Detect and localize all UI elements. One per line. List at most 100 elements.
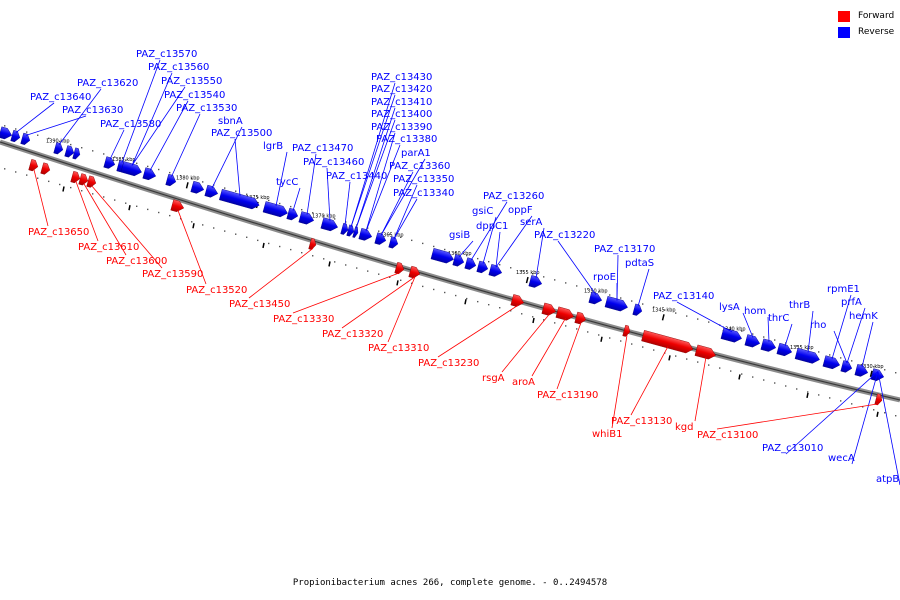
- reverse-gene-label[interactable]: PAZ_c13470: [292, 143, 353, 154]
- forward-gene-label[interactable]: whiB1: [592, 429, 623, 440]
- reverse-gene-label[interactable]: PAZ_c13440: [326, 171, 387, 182]
- reverse-gene-label[interactable]: rho: [810, 320, 826, 331]
- reverse-feature[interactable]: [64, 145, 76, 159]
- reverse-gene-label[interactable]: PAZ_c13380: [376, 134, 437, 145]
- reverse-feature[interactable]: [822, 355, 841, 371]
- reverse-gene-label[interactable]: PAZ_c13010: [762, 443, 823, 454]
- forward-feature[interactable]: [510, 294, 525, 308]
- forward-feature[interactable]: [555, 306, 575, 322]
- reverse-gene-label[interactable]: thrB: [789, 300, 810, 311]
- forward-gene-label[interactable]: PAZ_c13100: [697, 430, 758, 441]
- reverse-gene-label[interactable]: PAZ_c13620: [77, 78, 138, 89]
- forward-gene-label[interactable]: PAZ_c13450: [229, 299, 290, 310]
- reverse-gene-label[interactable]: oppF: [508, 205, 533, 216]
- reverse-feature[interactable]: [870, 368, 885, 383]
- reverse-gene-label[interactable]: PAZ_c13550: [161, 76, 222, 87]
- reverse-gene-label[interactable]: atpB: [876, 474, 899, 485]
- forward-gene-label[interactable]: PAZ_c13610: [78, 242, 139, 253]
- forward-gene-label[interactable]: PAZ_c13590: [142, 269, 203, 280]
- reverse-feature[interactable]: [262, 201, 289, 218]
- reverse-feature[interactable]: [72, 147, 82, 160]
- reverse-gene-label[interactable]: PAZ_c13350: [393, 174, 454, 185]
- reverse-gene-label[interactable]: PAZ_c13630: [62, 105, 123, 116]
- reverse-gene-label[interactable]: lgrB: [263, 141, 283, 152]
- reverse-feature[interactable]: [720, 327, 743, 344]
- forward-gene-label[interactable]: PAZ_c13330: [273, 314, 334, 325]
- reverse-gene-label[interactable]: PAZ_c13410: [371, 97, 432, 108]
- forward-gene-label[interactable]: PAZ_c13520: [186, 285, 247, 296]
- reverse-gene-label[interactable]: PAZ_c13570: [136, 49, 197, 60]
- reverse-feature[interactable]: [346, 224, 356, 237]
- forward-gene-label[interactable]: PAZ_c13600: [106, 256, 167, 267]
- reverse-gene-label[interactable]: PAZ_c13430: [371, 72, 432, 83]
- reverse-feature[interactable]: [452, 254, 466, 267]
- reverse-gene-label[interactable]: lysA: [719, 302, 740, 313]
- reverse-gene-label[interactable]: gsiB: [449, 230, 470, 241]
- reverse-gene-label[interactable]: PAZ_c13530: [176, 103, 237, 114]
- forward-gene-label[interactable]: PAZ_c13190: [537, 390, 598, 401]
- reverse-gene-label[interactable]: PAZ_c13580: [100, 119, 161, 130]
- reverse-feature[interactable]: [588, 291, 603, 306]
- reverse-feature[interactable]: [744, 334, 761, 348]
- forward-feature[interactable]: [394, 261, 406, 275]
- reverse-feature[interactable]: [760, 338, 777, 353]
- reverse-gene-label[interactable]: gsiC: [472, 206, 493, 217]
- reverse-gene-label[interactable]: sbnA: [218, 116, 243, 127]
- reverse-feature[interactable]: [190, 180, 206, 195]
- forward-feature[interactable]: [28, 159, 40, 172]
- reverse-gene-label[interactable]: PAZ_c13560: [148, 62, 209, 73]
- reverse-feature[interactable]: [352, 226, 360, 239]
- reverse-feature[interactable]: [340, 222, 350, 235]
- forward-feature[interactable]: [622, 324, 632, 337]
- reverse-gene-label[interactable]: pdtaS: [625, 258, 654, 269]
- reverse-feature[interactable]: [10, 129, 22, 143]
- reverse-gene-label[interactable]: parA1: [401, 148, 431, 159]
- reverse-gene-label[interactable]: PAZ_c13260: [483, 191, 544, 202]
- reverse-feature[interactable]: [20, 132, 32, 146]
- forward-gene-label[interactable]: rsgA: [482, 373, 505, 384]
- forward-feature[interactable]: [574, 311, 588, 325]
- forward-feature[interactable]: [541, 302, 557, 317]
- reverse-gene-label[interactable]: PAZ_c13540: [164, 90, 225, 101]
- reverse-gene-label[interactable]: PAZ_c13170: [594, 244, 655, 255]
- reverse-feature[interactable]: [430, 248, 455, 264]
- reverse-gene-label[interactable]: wecA: [828, 453, 855, 464]
- reverse-feature[interactable]: [794, 347, 821, 365]
- reverse-gene-label[interactable]: hemK: [849, 311, 878, 322]
- forward-gene-label[interactable]: PAZ_c13230: [418, 358, 479, 369]
- reverse-feature[interactable]: [142, 167, 158, 182]
- forward-feature[interactable]: [78, 173, 90, 186]
- reverse-feature[interactable]: [0, 126, 13, 141]
- forward-feature[interactable]: [874, 393, 884, 406]
- forward-feature[interactable]: [408, 265, 422, 279]
- reverse-gene-label[interactable]: PAZ_c13500: [211, 128, 272, 139]
- reverse-gene-label[interactable]: serA: [520, 217, 542, 228]
- reverse-gene-label[interactable]: dppC1: [476, 221, 508, 232]
- forward-gene-label[interactable]: PAZ_c13650: [28, 227, 89, 238]
- forward-gene-label[interactable]: aroA: [512, 377, 535, 388]
- reverse-gene-label[interactable]: PAZ_c13140: [653, 291, 714, 302]
- forward-gene-label[interactable]: PAZ_c13130: [611, 416, 672, 427]
- forward-gene-label[interactable]: PAZ_c13310: [368, 343, 429, 354]
- reverse-gene-label[interactable]: PAZ_c13640: [30, 92, 91, 103]
- forward-feature[interactable]: [70, 170, 82, 184]
- forward-feature[interactable]: [170, 199, 186, 214]
- reverse-gene-label[interactable]: tycC: [276, 177, 298, 188]
- forward-gene-label[interactable]: kgd: [675, 422, 694, 433]
- reverse-gene-label[interactable]: rpmE1: [827, 284, 860, 295]
- reverse-gene-label[interactable]: PAZ_c13390: [371, 122, 432, 133]
- reverse-feature[interactable]: [120, 161, 143, 177]
- reverse-gene-label[interactable]: hom: [744, 306, 766, 317]
- forward-feature[interactable]: [694, 344, 717, 361]
- reverse-feature[interactable]: [298, 211, 315, 225]
- reverse-gene-label[interactable]: PAZ_c13460: [303, 157, 364, 168]
- reverse-gene-label[interactable]: PAZ_c13220: [534, 230, 595, 241]
- reverse-feature[interactable]: [219, 188, 260, 210]
- reverse-gene-label[interactable]: PAZ_c13400: [371, 109, 432, 120]
- reverse-gene-label[interactable]: prfA: [841, 297, 862, 308]
- reverse-feature[interactable]: [604, 296, 629, 312]
- forward-feature[interactable]: [40, 162, 52, 176]
- reverse-gene-label[interactable]: PAZ_c13420: [371, 84, 432, 95]
- forward-gene-label[interactable]: PAZ_c13320: [322, 329, 383, 340]
- forward-feature[interactable]: [641, 330, 694, 354]
